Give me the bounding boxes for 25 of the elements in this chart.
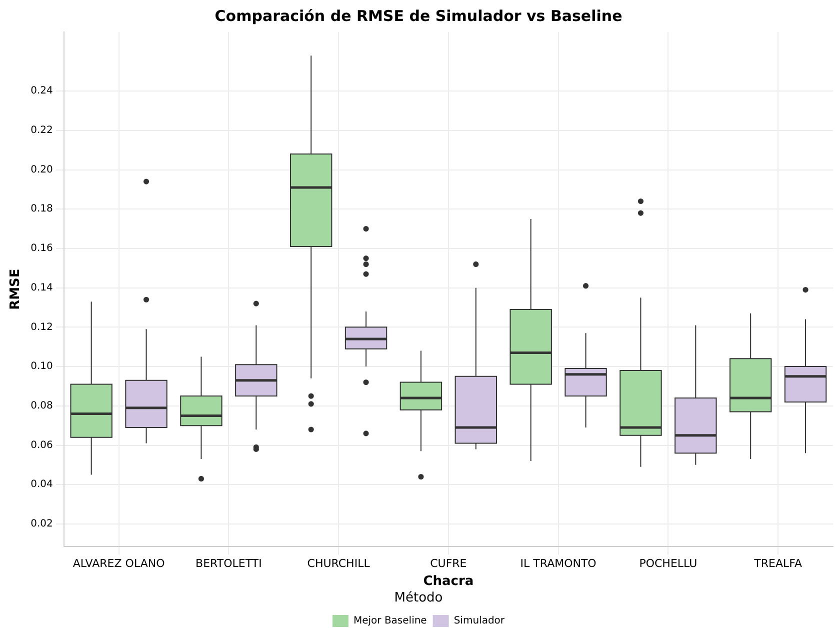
y-tick-label: 0.16 (30, 243, 53, 254)
y-tick-label: 0.06 (30, 440, 53, 451)
x-tick-label: CHURCHILL (307, 557, 371, 570)
y-tick-label: 0.02 (30, 518, 53, 530)
legend-label: Mejor Baseline (353, 616, 427, 627)
y-tick-label: 0.24 (30, 86, 53, 97)
x-tick-label: TREALFA (753, 557, 802, 570)
y-tick-label: 0.12 (30, 322, 53, 333)
y-tick-label: 0.08 (30, 400, 53, 412)
x-tick-label: IL TRAMONTO (520, 557, 597, 570)
x-tick-label: ALVAREZ OLANO (72, 557, 166, 570)
x-axis-title: Chacra (423, 574, 474, 589)
y-tick-label: 0.14 (30, 282, 53, 294)
x-tick-label: BERTOLETTI (196, 557, 262, 570)
legend-label: Simulador (454, 616, 506, 627)
x-tick-label: POCHELLU (639, 557, 698, 570)
y-tick-label: 0.18 (30, 204, 53, 215)
y-tick-label: 0.04 (30, 479, 53, 490)
chart-title: Comparación de RMSE de Simulador vs Baseline (214, 6, 622, 25)
y-tick-label: 0.22 (30, 124, 53, 136)
y-tick-label: 0.20 (30, 164, 53, 176)
legend-title: Método (394, 590, 443, 606)
x-tick-label: CUFRE (430, 557, 467, 570)
y-axis-title: RMSE (8, 268, 24, 310)
y-tick-label: 0.10 (30, 361, 53, 372)
